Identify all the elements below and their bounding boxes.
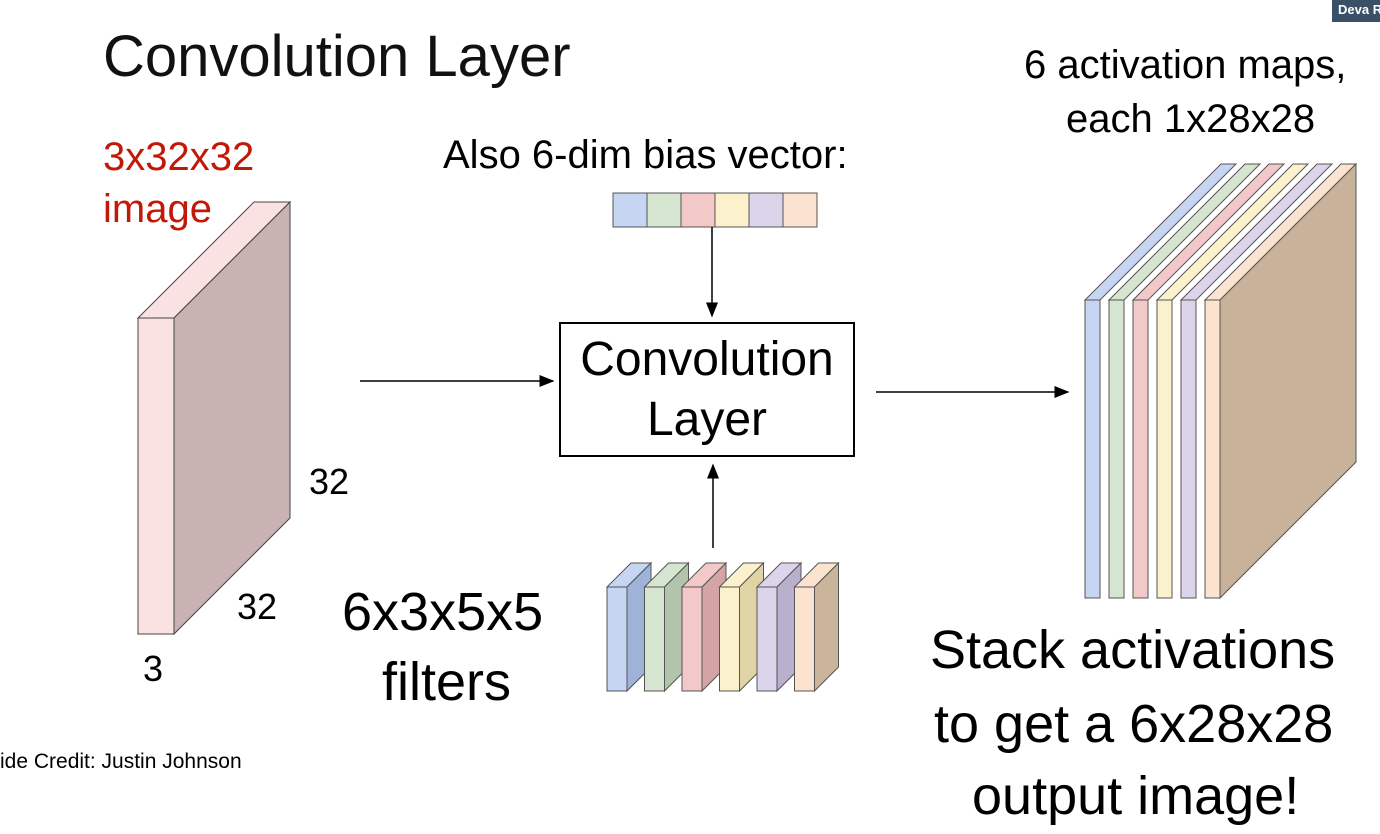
filters-label-dims: 6x3x5x5 (342, 582, 544, 642)
activation-map (1083, 163, 1238, 599)
activation-map (1179, 163, 1334, 599)
activation-map-front (1180, 299, 1197, 599)
bias-cell (680, 192, 716, 228)
filter-front (644, 586, 665, 692)
activation-map (1107, 163, 1262, 599)
output-label-line2: each 1x28x28 (1066, 97, 1316, 141)
filters-label-word: filters (382, 652, 512, 712)
bias-vector (612, 192, 818, 228)
convolution-layer-box: Convolution Layer (559, 322, 855, 457)
corner-badge: Deva R (1332, 0, 1380, 22)
activation-map (1155, 163, 1310, 599)
input-width-label: 32 (237, 586, 278, 627)
output-label-line1: 6 activation maps, (1024, 43, 1347, 87)
conv-box-line2: Layer (646, 392, 768, 446)
activation-map-front (1108, 299, 1125, 599)
slide-title: Convolution Layer (103, 24, 571, 89)
bias-cell (646, 192, 682, 228)
input-label-dims: 3x32x32 (103, 135, 255, 179)
filter-bank (605, 561, 840, 693)
filter-front (719, 586, 740, 692)
filter-front (794, 586, 815, 692)
activation-map-front (1156, 299, 1173, 599)
input-height-label: 32 (309, 461, 350, 502)
output-caption-line3: output image! (972, 766, 1300, 826)
filter-block (793, 561, 840, 693)
activation-map-front (1132, 299, 1149, 599)
activation-map (1131, 163, 1286, 599)
slide-credit: ide Credit: Justin Johnson (0, 750, 242, 773)
input-volume (136, 200, 292, 636)
bias-cell (714, 192, 750, 228)
conv-box-line1: Convolution (580, 332, 834, 386)
activation-maps (1083, 162, 1358, 600)
output-caption-line2: to get a 6x28x28 (934, 694, 1334, 754)
input-volume-front (137, 317, 175, 635)
activation-map-front (1084, 299, 1101, 599)
bias-label: Also 6-dim bias vector: (443, 133, 848, 177)
filter-front (606, 586, 628, 692)
bias-cell (782, 192, 818, 228)
output-caption-line1: Stack activations (930, 620, 1336, 680)
filter-block (605, 561, 653, 693)
activation-map-front (1204, 299, 1221, 599)
input-label-image: image (103, 187, 212, 231)
filter-front (681, 586, 703, 692)
bias-cell (748, 192, 784, 228)
bias-cell (612, 192, 648, 228)
filter-front (756, 586, 778, 692)
input-depth-label: 3 (143, 648, 164, 689)
activation-map (1203, 162, 1358, 600)
